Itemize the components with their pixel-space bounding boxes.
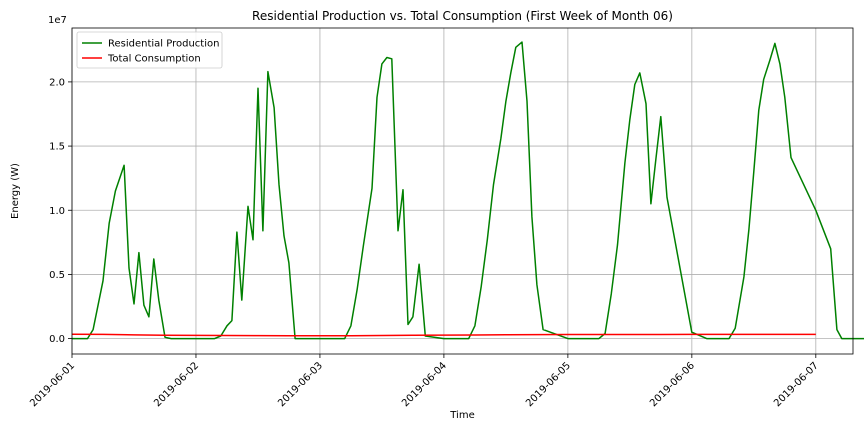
series-line-1: [71, 333, 816, 337]
y-axis: 0.0 0.5 1.0 1.5 2.0: [49, 77, 72, 345]
y-tick-label: 0.5: [49, 270, 65, 281]
y-scale-label: 1e7: [48, 15, 67, 26]
x-tick-label: 2019-06-06: [648, 360, 697, 409]
y-tick-label: 2.0: [49, 77, 65, 88]
x-tick-label: 2019-06-05: [524, 360, 573, 409]
x-tick-label: 2019-06-07: [772, 360, 821, 409]
series-line-0: [72, 41, 864, 340]
grid: [71, 28, 853, 354]
y-axis-label: Energy (W): [10, 163, 21, 219]
y-tick-label: 1.5: [49, 142, 65, 153]
legend-label: Residential Production: [108, 39, 219, 50]
legend-label: Total Consumption: [107, 54, 201, 65]
x-tick-label: 2019-06-02: [152, 360, 201, 409]
x-axis: 2019-06-01 2019-06-02 2019-06-03 2019-06-04…: [28, 354, 821, 409]
series-layer: [71, 41, 864, 340]
x-tick-label: 2019-06-03: [276, 360, 325, 409]
x-tick-label: 2019-06-04: [400, 360, 449, 409]
x-axis-label: Time: [449, 410, 474, 421]
x-tick-label: 2019-06-01: [28, 360, 77, 409]
y-tick-label: 1.0: [49, 206, 65, 217]
chart-title: Residential Production vs. Total Consump…: [252, 9, 673, 23]
plot-frame: [71, 27, 854, 355]
y-tick-label: 0.0: [49, 334, 65, 345]
legend: Residential Production Total Consumption: [76, 31, 223, 69]
legend-box: [76, 31, 223, 69]
